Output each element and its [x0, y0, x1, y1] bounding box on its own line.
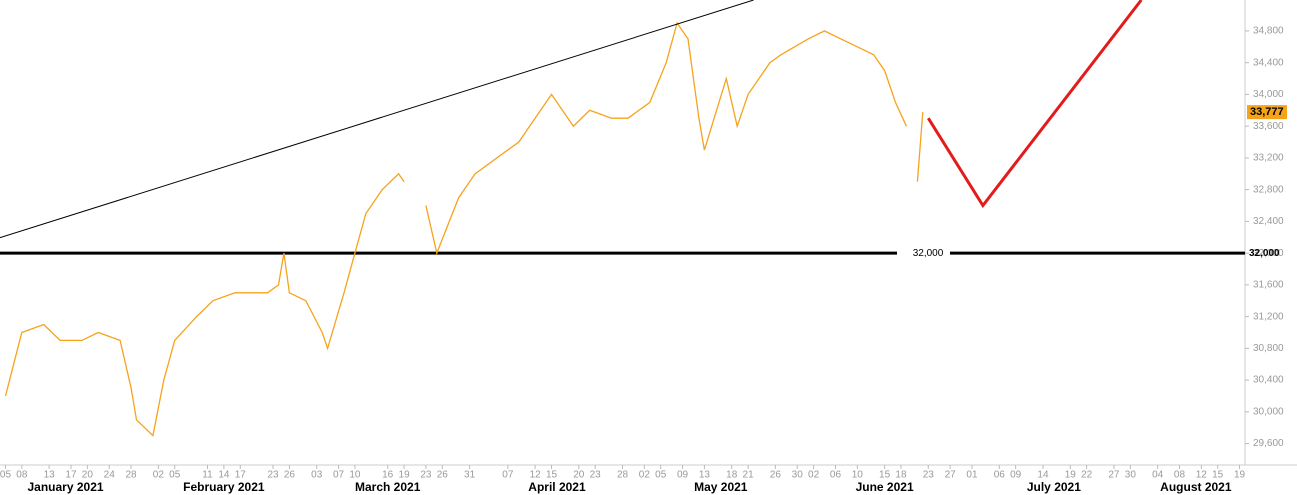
- month-label: May 2021: [694, 480, 748, 494]
- price-line: [927, 0, 1143, 209]
- y-tick-label: 32,000: [1253, 248, 1284, 259]
- x-tick-label: 05: [655, 470, 667, 481]
- x-tick-label: 06: [994, 470, 1006, 481]
- x-tick-label: 27: [1108, 470, 1120, 481]
- level-axis-label: 32,000: [1249, 248, 1280, 259]
- x-tick-label: 21: [743, 470, 755, 481]
- x-tick-label: 17: [65, 470, 77, 481]
- y-tick-label: 31,600: [1253, 280, 1284, 291]
- x-tick-label: 07: [333, 470, 345, 481]
- x-tick-label: 13: [699, 470, 711, 481]
- month-label: August 2021: [1160, 480, 1232, 494]
- y-tick-label: 32,400: [1253, 216, 1284, 227]
- x-tick-label: 12: [530, 470, 542, 481]
- month-label: April 2021: [528, 480, 586, 494]
- price-line: [0, 0, 754, 239]
- x-tick-label: 12: [1196, 470, 1208, 481]
- x-tick-label: 14: [218, 470, 230, 481]
- x-tick-label: 09: [677, 470, 689, 481]
- x-tick-label: 07: [502, 470, 514, 481]
- x-tick-label: 19: [1234, 470, 1246, 481]
- x-tick-label: 26: [284, 470, 296, 481]
- month-label: July 2021: [1027, 480, 1081, 494]
- x-tick-label: 18: [726, 470, 738, 481]
- last-price-tag: [1247, 105, 1287, 120]
- x-tick-label: 10: [852, 470, 864, 481]
- y-tick-label: 30,000: [1253, 406, 1284, 417]
- x-tick-label: 05: [0, 470, 11, 481]
- x-tick-label: 20: [573, 470, 585, 481]
- month-label: June 2021: [856, 480, 914, 494]
- x-tick-label: 28: [125, 470, 137, 481]
- x-tick-label: 02: [153, 470, 165, 481]
- x-tick-label: 27: [945, 470, 957, 481]
- x-tick-label: 08: [16, 470, 28, 481]
- month-label: January 2021: [27, 480, 103, 494]
- x-tick-label: 13: [44, 470, 56, 481]
- x-tick-label: 26: [770, 470, 782, 481]
- x-tick-label: 14: [1037, 470, 1049, 481]
- x-tick-label: 30: [1125, 470, 1137, 481]
- last-price-label: 33,777: [1250, 106, 1284, 118]
- x-tick-label: 31: [464, 470, 476, 481]
- x-tick-label: 19: [399, 470, 411, 481]
- x-tick-label: 02: [639, 470, 651, 481]
- y-tick-label: 32,800: [1253, 184, 1284, 195]
- month-label: March 2021: [355, 480, 421, 494]
- price-line: [425, 21, 907, 256]
- x-tick-label: 20: [82, 470, 94, 481]
- y-tick-label: 34,400: [1253, 57, 1284, 68]
- y-tick-label: 31,200: [1253, 311, 1284, 322]
- x-tick-label: 02: [808, 470, 820, 481]
- x-tick-label: 30: [792, 470, 804, 481]
- x-tick-label: 23: [923, 470, 935, 481]
- x-tick-label: 01: [966, 470, 978, 481]
- x-tick-label: 15: [879, 470, 891, 481]
- x-tick-label: 08: [1174, 470, 1186, 481]
- price-line: [916, 112, 924, 182]
- x-tick-label: 23: [267, 470, 279, 481]
- x-tick-label: 09: [1010, 470, 1022, 481]
- y-tick-label: 33,200: [1253, 153, 1284, 164]
- x-tick-label: 03: [311, 470, 323, 481]
- x-tick-label: 28: [617, 470, 629, 481]
- y-tick-label: 29,600: [1253, 438, 1284, 449]
- x-tick-label: 15: [1212, 470, 1224, 481]
- x-tick-label: 16: [382, 470, 394, 481]
- y-tick-label: 34,000: [1253, 89, 1284, 100]
- month-label: February 2021: [183, 480, 265, 494]
- y-tick-label: 30,400: [1253, 375, 1284, 386]
- y-tick-label: 30,800: [1253, 343, 1284, 354]
- x-tick-label: 06: [830, 470, 842, 481]
- y-tick-label: 33,600: [1253, 121, 1284, 132]
- x-tick-label: 24: [104, 470, 116, 481]
- level-label: 32,000: [913, 248, 944, 259]
- x-tick-label: 22: [1081, 470, 1093, 481]
- x-tick-label: 15: [546, 470, 558, 481]
- x-tick-label: 23: [590, 470, 602, 481]
- x-tick-label: 05: [169, 470, 181, 481]
- x-tick-label: 11: [202, 470, 213, 481]
- x-tick-label: 17: [235, 470, 247, 481]
- x-tick-label: 26: [437, 470, 449, 481]
- price-line: [4, 172, 405, 437]
- x-tick-label: 23: [420, 470, 432, 481]
- y-tick-label: 34,800: [1253, 26, 1284, 37]
- x-tick-label: 19: [1065, 470, 1077, 481]
- x-tick-label: 04: [1152, 470, 1164, 481]
- x-tick-label: 18: [895, 470, 907, 481]
- x-tick-label: 10: [349, 470, 361, 481]
